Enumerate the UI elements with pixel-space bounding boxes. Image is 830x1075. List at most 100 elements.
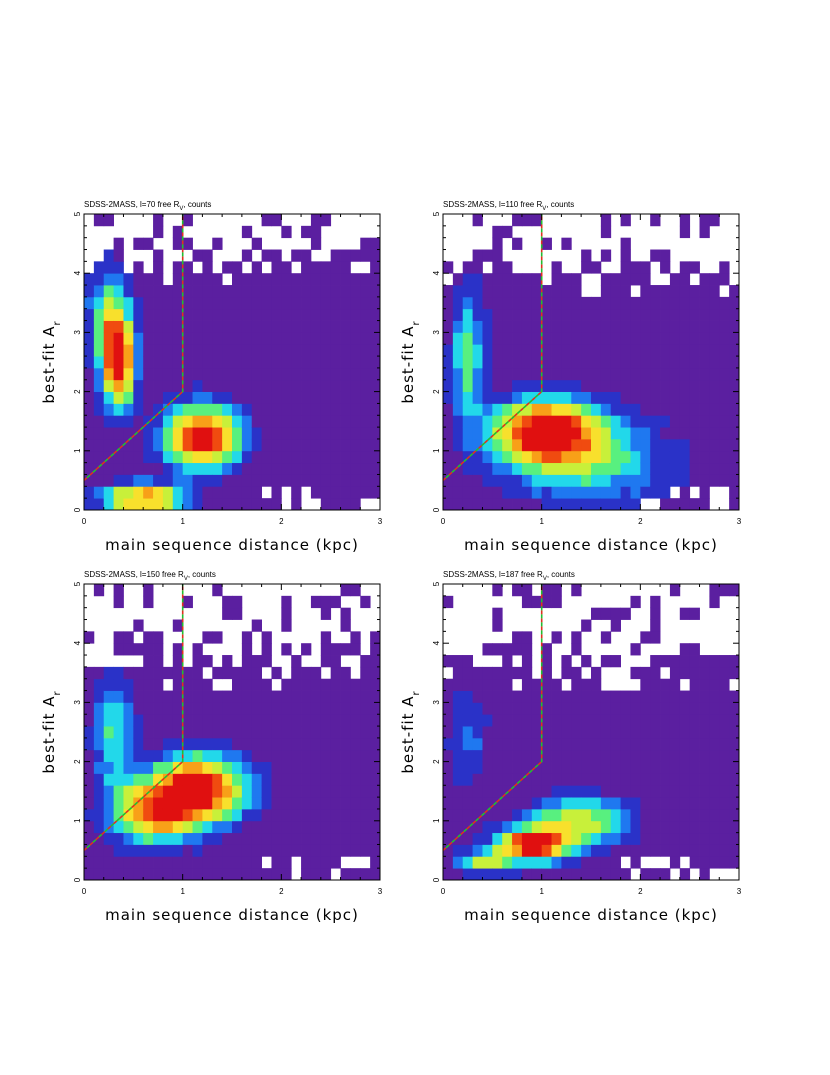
heatmap-cell (222, 737, 233, 751)
heatmap-cell (301, 273, 312, 286)
heatmap-cell (123, 868, 134, 881)
heatmap-cell (482, 332, 493, 345)
heatmap-cell (561, 808, 572, 822)
heatmap-cell (551, 785, 562, 798)
heatmap-cell (202, 450, 213, 464)
heatmap-cell (182, 595, 193, 609)
heatmap-cell (123, 308, 134, 321)
heatmap-cell (133, 856, 144, 869)
heatmap-cell (320, 820, 332, 834)
heatmap-cell (620, 403, 631, 416)
heatmap-cell (610, 808, 621, 822)
heatmap-cell (162, 415, 174, 428)
heatmap-cell (719, 761, 730, 774)
heatmap-cell (443, 797, 454, 810)
heatmap-cell (310, 450, 322, 464)
heatmap-cell (492, 785, 503, 798)
heatmap-cell (521, 595, 533, 609)
heatmap-cell (123, 856, 134, 869)
heatmap-cell (462, 344, 473, 357)
heatmap-cell (521, 820, 533, 834)
heatmap-cell (320, 356, 332, 369)
heatmap-cell (551, 285, 562, 298)
heatmap-cell (113, 356, 124, 369)
heatmap-cell (310, 214, 322, 227)
heatmap-cell (719, 474, 730, 487)
heatmap-cell (291, 785, 302, 798)
heatmap-cell (301, 643, 312, 656)
heatmap-cell (103, 273, 114, 286)
heatmap-cell (113, 474, 124, 487)
heatmap-cell (172, 773, 184, 786)
heatmap-cells (84, 584, 381, 881)
heatmap-cell (350, 474, 361, 487)
y-tick-label: 0 (432, 877, 441, 882)
heatmap-cell (472, 486, 483, 499)
heatmap-cell (84, 367, 95, 381)
heatmap-cell (620, 761, 631, 774)
heatmap-cell (123, 714, 134, 727)
heatmap-cell (472, 249, 483, 262)
heatmap-cell (581, 619, 592, 632)
heatmap-cell (630, 332, 641, 345)
heatmap-cell (591, 726, 602, 739)
heatmap-cell (699, 856, 710, 869)
heatmap-cell (172, 643, 184, 656)
heatmap-cell (650, 438, 661, 452)
heatmap-cell (301, 320, 312, 333)
heatmap-cell (123, 498, 134, 511)
heatmap-cell (531, 427, 543, 440)
heatmap-cell (133, 797, 144, 810)
heatmap-cell (620, 450, 631, 464)
heatmap-cell (340, 584, 351, 597)
heatmap-cell (143, 320, 154, 333)
heatmap-cell (84, 714, 95, 727)
heatmap-cell (669, 438, 681, 452)
heatmap-cell (462, 462, 473, 475)
heatmap-cell (340, 249, 351, 262)
heatmap-cell (630, 666, 641, 680)
heatmap-cell (281, 308, 292, 321)
heatmap-cell (699, 356, 710, 369)
heatmap-cell (512, 427, 523, 440)
heatmap-cell (370, 332, 381, 345)
heatmap-cell (93, 797, 105, 810)
heatmap-cell (521, 285, 533, 298)
heatmap-cell (581, 678, 592, 691)
heatmap-cell (689, 356, 700, 369)
heatmap-cell (443, 737, 454, 751)
heatmap-cell (610, 714, 621, 727)
heatmap-cell (689, 450, 700, 464)
heatmap-cell (669, 666, 681, 680)
heatmap-cell (93, 474, 105, 487)
heatmap-cell (531, 832, 543, 845)
heatmap-cell (472, 474, 483, 487)
heatmap-cell (330, 438, 341, 452)
heatmap-cell (350, 285, 361, 298)
heatmap-cell (531, 474, 543, 487)
heatmap-cell (699, 427, 710, 440)
heatmap-cell (620, 261, 631, 274)
heatmap-cell (443, 391, 454, 404)
heatmap-cell (531, 320, 543, 333)
heatmap-cell (93, 332, 105, 345)
heatmap-cell (512, 666, 523, 680)
heatmap-cell (360, 761, 371, 774)
heatmap-cell (492, 379, 503, 392)
heatmap-cell (182, 403, 193, 416)
heatmap-cell (202, 356, 213, 369)
heatmap-cell (251, 486, 262, 499)
heatmap-cell (291, 486, 302, 499)
heatmap-cell (350, 320, 361, 333)
heatmap-cell (143, 844, 154, 857)
heatmap-cell (502, 785, 513, 798)
heatmap-cell (620, 773, 631, 786)
heatmap-cell (172, 427, 184, 440)
heatmap-cell (172, 356, 184, 369)
heatmap-cell (729, 737, 740, 751)
heatmap-cell (261, 749, 272, 762)
heatmap-cell (182, 237, 193, 250)
heatmap-cell (581, 249, 592, 262)
heatmap-cell (93, 261, 105, 274)
